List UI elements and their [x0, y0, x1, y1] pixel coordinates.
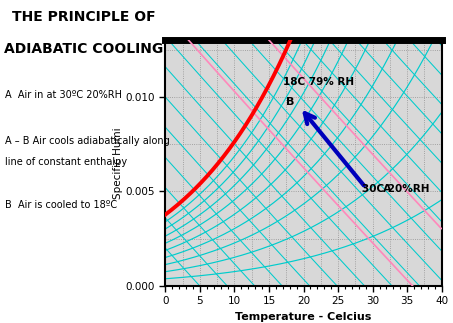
Text: A  Air in at 30ºC 20%RH: A Air in at 30ºC 20%RH	[5, 90, 121, 100]
Text: THE PRINCIPLE OF: THE PRINCIPLE OF	[12, 10, 156, 24]
Y-axis label: Specific Humi: Specific Humi	[113, 127, 123, 199]
Text: ADIABATIC COOLING: ADIABATIC COOLING	[4, 42, 164, 56]
Text: A – B Air cools adiabatically along: A – B Air cools adiabatically along	[5, 136, 169, 146]
Text: line of constant enthalpy: line of constant enthalpy	[5, 157, 127, 167]
X-axis label: Temperature - Celcius: Temperature - Celcius	[235, 312, 372, 322]
Text: B  Air is cooled to 18ºC: B Air is cooled to 18ºC	[5, 200, 117, 210]
Text: 18C 79% RH: 18C 79% RH	[283, 77, 354, 87]
Text: 30C 20%RH: 30C 20%RH	[362, 184, 430, 194]
Text: A: A	[383, 184, 391, 194]
Text: B: B	[286, 97, 294, 107]
